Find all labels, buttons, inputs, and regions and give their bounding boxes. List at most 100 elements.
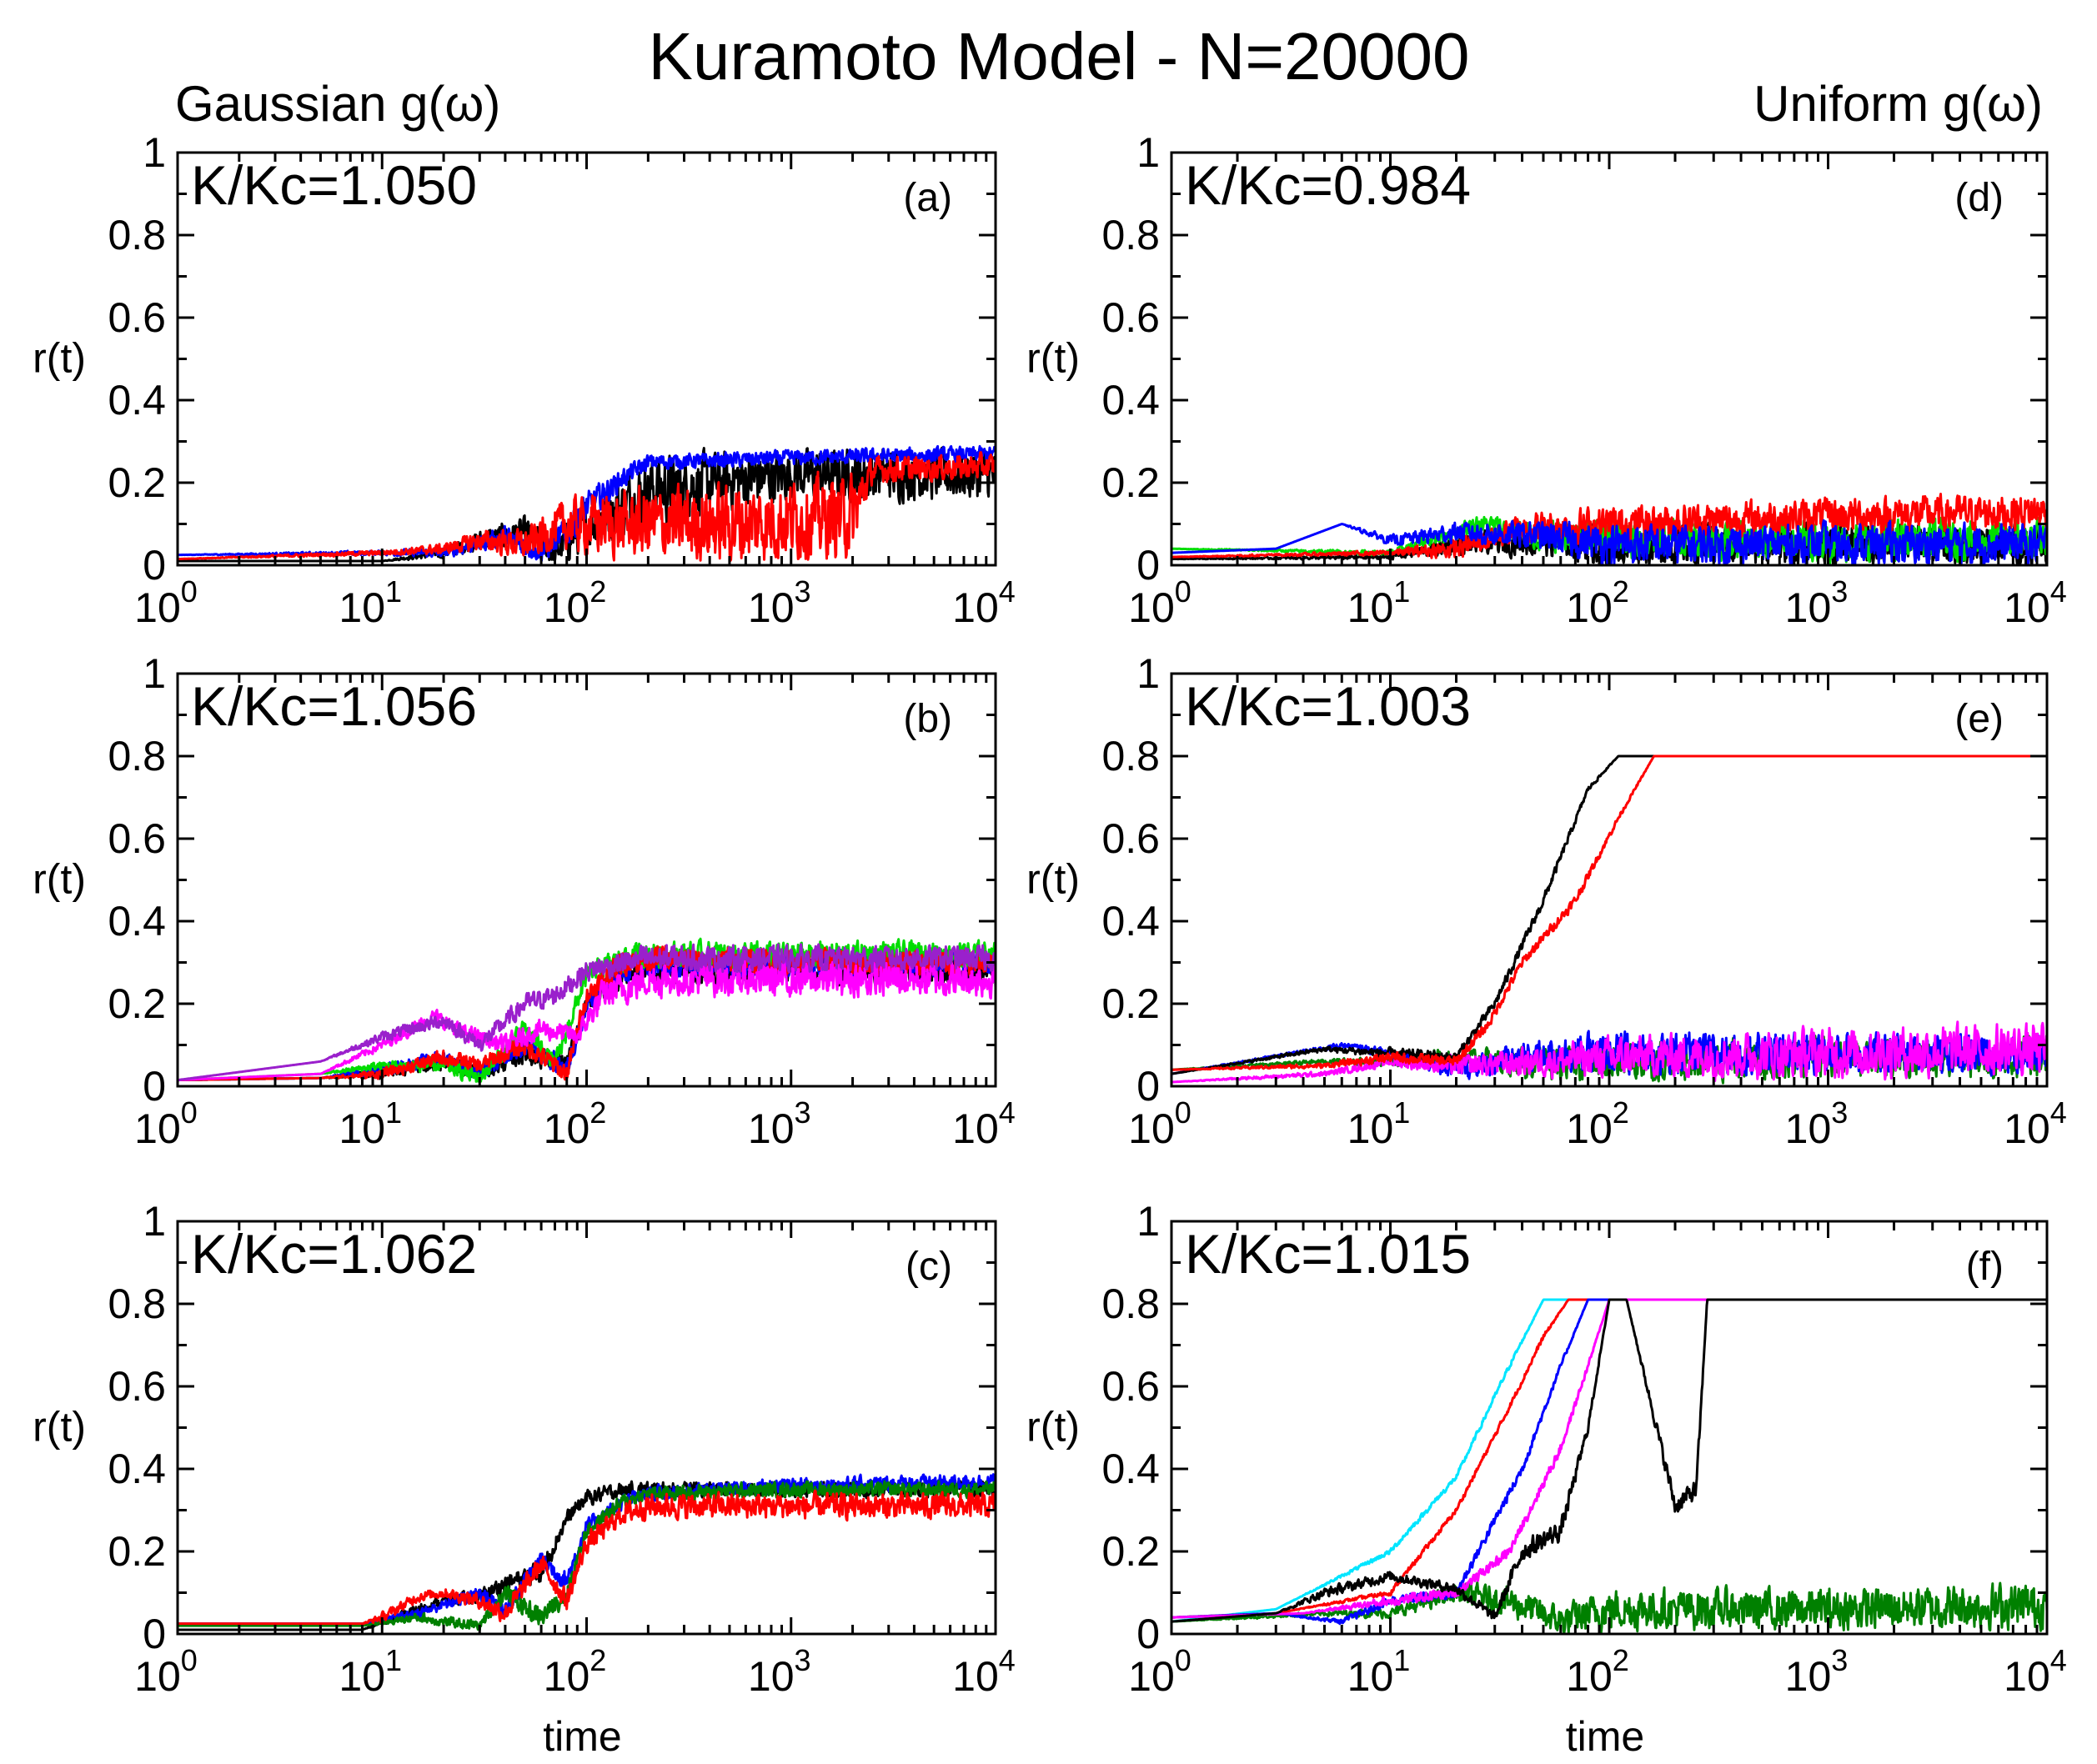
series-red-line	[178, 1489, 996, 1626]
y-tick-label: 0.8	[1101, 733, 1160, 779]
x-tick-label: 101	[1347, 574, 1411, 631]
x-tick-label: 102	[1566, 1643, 1629, 1700]
y-tick-label: 0.8	[1101, 1280, 1160, 1327]
coupling-annotation: K/Kc=0.984	[1185, 154, 1471, 216]
x-tick-label: 102	[544, 1643, 607, 1700]
y-tick-label: 1	[1136, 650, 1160, 697]
y-tick-label: 0.8	[108, 1280, 166, 1327]
panel-letter: (d)	[1954, 176, 2004, 220]
y-tick-label: 0.6	[108, 1363, 166, 1410]
y-tick-label: 0	[1136, 1063, 1160, 1110]
x-tick-label: 104	[952, 1643, 1016, 1700]
x-tick-label: 102	[1566, 574, 1629, 631]
x-tick-label: 103	[1785, 1643, 1849, 1700]
x-tick-label: 104	[2004, 1643, 2067, 1700]
x-tick-label: 104	[952, 1095, 1016, 1152]
coupling-annotation: K/Kc=1.003	[1185, 675, 1471, 737]
x-tick-label: 102	[544, 1095, 607, 1152]
x-tick-label: 104	[2004, 1095, 2067, 1152]
y-tick-label: 0.4	[108, 1446, 166, 1492]
series-red-line	[1171, 493, 2047, 559]
series-magenta-line	[178, 956, 996, 1082]
x-tick-label: 103	[1785, 1095, 1849, 1152]
coupling-annotation: K/Kc=1.050	[191, 154, 477, 216]
y-axis-label: r(t)	[33, 1404, 86, 1451]
x-tick-label: 101	[339, 574, 402, 631]
series-black-line	[1171, 754, 2047, 1075]
y-tick-label: 0	[1136, 1611, 1160, 1657]
y-tick-label: 0.8	[108, 733, 166, 779]
y-tick-label: 0	[143, 542, 166, 589]
series-green-line	[178, 1480, 996, 1631]
y-axis-label: r(t)	[33, 335, 86, 382]
y-tick-label: 0.6	[108, 294, 166, 341]
y-tick-label: 0.4	[1101, 377, 1160, 423]
y-tick-label: 0	[143, 1063, 166, 1110]
y-tick-label: 1	[1136, 1198, 1160, 1245]
y-tick-label: 0.2	[108, 980, 166, 1027]
x-tick-label: 102	[1566, 1095, 1629, 1152]
y-tick-label: 0	[143, 1611, 166, 1657]
x-tick-label: 101	[339, 1643, 402, 1700]
series-magenta-line	[1171, 1020, 2047, 1084]
y-axis-label: r(t)	[1026, 335, 1080, 382]
y-tick-label: 0.4	[108, 377, 166, 423]
figure-title: Kuramoto Model - N=20000	[649, 19, 1470, 93]
panel-letter: (e)	[1954, 697, 2004, 741]
y-tick-label: 0	[1136, 542, 1160, 589]
x-tick-label: 103	[748, 1095, 811, 1152]
x-tick-label: 104	[952, 574, 1016, 631]
y-tick-label: 0.4	[108, 898, 166, 945]
panel-letter: (a)	[903, 176, 952, 220]
y-tick-label: 0.2	[1101, 1528, 1160, 1575]
series-magenta-line	[1171, 1298, 2047, 1619]
y-tick-label: 0.4	[1101, 1446, 1160, 1492]
series-blue-line	[1171, 519, 2047, 567]
series-cyan-line	[1171, 1298, 2047, 1623]
x-tick-label: 101	[1347, 1643, 1411, 1700]
y-tick-label: 1	[143, 1198, 166, 1245]
x-tick-label: 103	[1785, 574, 1849, 631]
series-black-line	[1171, 1298, 2047, 1623]
y-tick-label: 0.6	[1101, 1363, 1160, 1410]
x-axis-label: time	[1566, 1713, 1644, 1760]
y-tick-label: 1	[143, 129, 166, 176]
panel-letter: (f)	[1966, 1245, 2004, 1289]
x-tick-label: 103	[748, 574, 811, 631]
series-red-line	[178, 451, 996, 563]
panel-b: 0 0.2 0.4 0.6 0.8 1 100 101 102 103 104 r(t) K/Kc=1.…	[33, 650, 1016, 1152]
x-tick-label: 101	[339, 1095, 402, 1152]
x-tick-label: 104	[2004, 574, 2067, 631]
left-column-label: Gaussian g(ω)	[175, 76, 500, 132]
y-tick-label: 0.4	[1101, 898, 1160, 945]
y-tick-label: 0.2	[108, 459, 166, 506]
panel-letter: (b)	[903, 697, 952, 741]
coupling-annotation: K/Kc=1.062	[191, 1223, 477, 1285]
y-tick-label: 0.6	[1101, 815, 1160, 862]
x-axis-label: time	[543, 1713, 621, 1760]
y-axis-label: r(t)	[1026, 856, 1080, 903]
y-tick-label: 1	[1136, 129, 1160, 176]
y-axis-label: r(t)	[33, 856, 86, 903]
y-tick-label: 1	[143, 650, 166, 697]
coupling-annotation: K/Kc=1.056	[191, 675, 477, 737]
y-tick-label: 0.2	[1101, 459, 1160, 506]
panel-letter: (c)	[906, 1245, 952, 1289]
coupling-annotation: K/Kc=1.015	[1185, 1223, 1471, 1285]
y-axis-label: r(t)	[1026, 1404, 1080, 1451]
right-column-label: Uniform g(ω)	[1753, 76, 2043, 132]
y-tick-label: 0.2	[108, 1528, 166, 1575]
y-tick-label: 0.6	[1101, 294, 1160, 341]
series-black-line	[178, 1479, 996, 1631]
y-tick-label: 0.2	[1101, 980, 1160, 1027]
series-red-line	[1171, 754, 2047, 1071]
x-tick-label: 103	[748, 1643, 811, 1700]
x-tick-label: 100	[134, 1095, 198, 1152]
series-blue-line	[1171, 1298, 2047, 1626]
y-tick-label: 0.8	[108, 212, 166, 258]
